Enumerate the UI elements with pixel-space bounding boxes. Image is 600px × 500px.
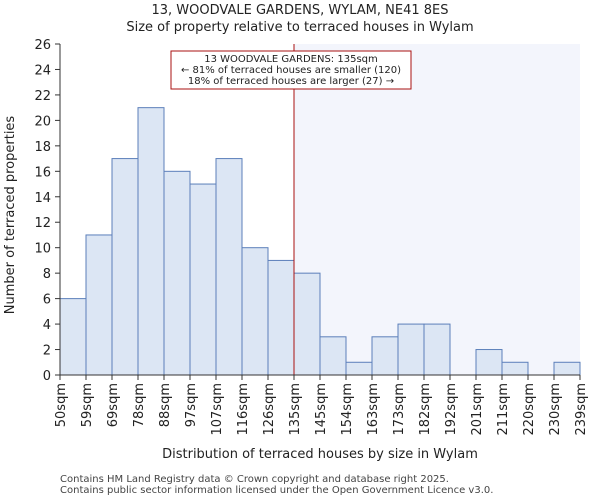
footer-line-1: Contains HM Land Registry data © Crown c… xyxy=(60,474,449,485)
bar-163sqm xyxy=(371,336,399,376)
x-tick-label: 88sqm xyxy=(158,383,173,427)
bar-154sqm xyxy=(345,361,373,376)
y-tick-label: 16 xyxy=(34,165,51,180)
chart-subtitle: Size of property relative to terraced ho… xyxy=(126,20,473,35)
bar-50sqm xyxy=(59,298,87,376)
bar-182sqm xyxy=(423,323,451,376)
y-tick-label: 4 xyxy=(43,318,51,333)
annotation-box: 13 WOODVALE GARDENS: 135sqm ← 81% of ter… xyxy=(170,50,412,90)
x-tick-label: 211sqm xyxy=(496,383,511,436)
bar-59sqm xyxy=(85,234,113,376)
bar-88sqm xyxy=(163,170,191,376)
x-tick-label: 126sqm xyxy=(262,383,277,436)
y-tick-label: 12 xyxy=(34,216,51,231)
x-tick-label: 220sqm xyxy=(522,383,537,436)
bar-78sqm xyxy=(137,107,165,376)
x-tick-label: 192sqm xyxy=(444,383,459,436)
larger-properties-region xyxy=(294,44,580,375)
bar-201sqm xyxy=(475,349,503,376)
bar-135sqm xyxy=(293,272,321,376)
bar-97sqm xyxy=(189,183,217,376)
annotation-frame xyxy=(170,50,412,90)
x-tick-label: 50sqm xyxy=(54,383,69,427)
x-tick-label: 97sqm xyxy=(184,383,199,427)
y-tick-label: 22 xyxy=(34,89,51,104)
x-tick-label: 201sqm xyxy=(470,383,485,436)
x-tick-label: 182sqm xyxy=(418,383,433,436)
x-tick-label: 154sqm xyxy=(340,383,355,436)
bar-69sqm xyxy=(111,158,139,376)
x-ticks: 50sqm 59sqm 69sqm 78sqm 88sqm 97sqm 107sqm 116s… xyxy=(54,375,589,436)
y-tick-label: 18 xyxy=(34,140,51,155)
bar-126sqm xyxy=(267,259,295,376)
y-tick-label: 6 xyxy=(43,293,51,308)
x-tick-label: 230sqm xyxy=(548,383,563,436)
x-tick-label: 145sqm xyxy=(314,383,329,436)
y-tick-label: 26 xyxy=(34,38,51,53)
y-tick-label: 2 xyxy=(43,344,51,359)
x-tick-label: 135sqm xyxy=(288,383,303,436)
annotation-line-3: 18% of terraced houses are larger (27) → xyxy=(188,76,394,87)
x-tick-label: 78sqm xyxy=(132,383,147,427)
y-axis-label: Number of terraced properties xyxy=(3,116,18,315)
bar-116sqm xyxy=(241,247,269,376)
x-tick-label: 69sqm xyxy=(106,383,121,427)
bar-107sqm xyxy=(215,158,243,376)
chart-title: 13, WOODVALE GARDENS, WYLAM, NE41 8ES xyxy=(152,3,449,18)
annotation-line-2: ← 81% of terraced houses are smaller (12… xyxy=(181,65,401,76)
x-tick-label: 173sqm xyxy=(392,383,407,436)
y-tick-label: 0 xyxy=(43,369,51,384)
bar-145sqm xyxy=(319,336,347,376)
footer-line-2: Contains public sector information licen… xyxy=(60,485,494,496)
bar-230sqm xyxy=(553,361,581,376)
bar-173sqm xyxy=(397,323,425,376)
bar-211sqm xyxy=(501,361,529,376)
x-tick-label: 239sqm xyxy=(574,383,589,436)
bars-group xyxy=(59,107,581,376)
x-tick-label: 116sqm xyxy=(236,383,251,436)
y-tick-label: 20 xyxy=(34,114,51,129)
x-tick-label: 163sqm xyxy=(366,383,381,436)
x-axis-label: Distribution of terraced houses by size … xyxy=(162,447,478,462)
y-tick-label: 8 xyxy=(43,267,51,282)
x-tick-label: 107sqm xyxy=(210,383,225,436)
y-tick-label: 14 xyxy=(34,191,51,206)
x-tick-label: 59sqm xyxy=(80,383,95,427)
annotation-line-1: 13 WOODVALE GARDENS: 135sqm xyxy=(204,54,378,65)
y-tick-label: 10 xyxy=(34,242,51,257)
y-tick-label: 24 xyxy=(34,63,51,78)
